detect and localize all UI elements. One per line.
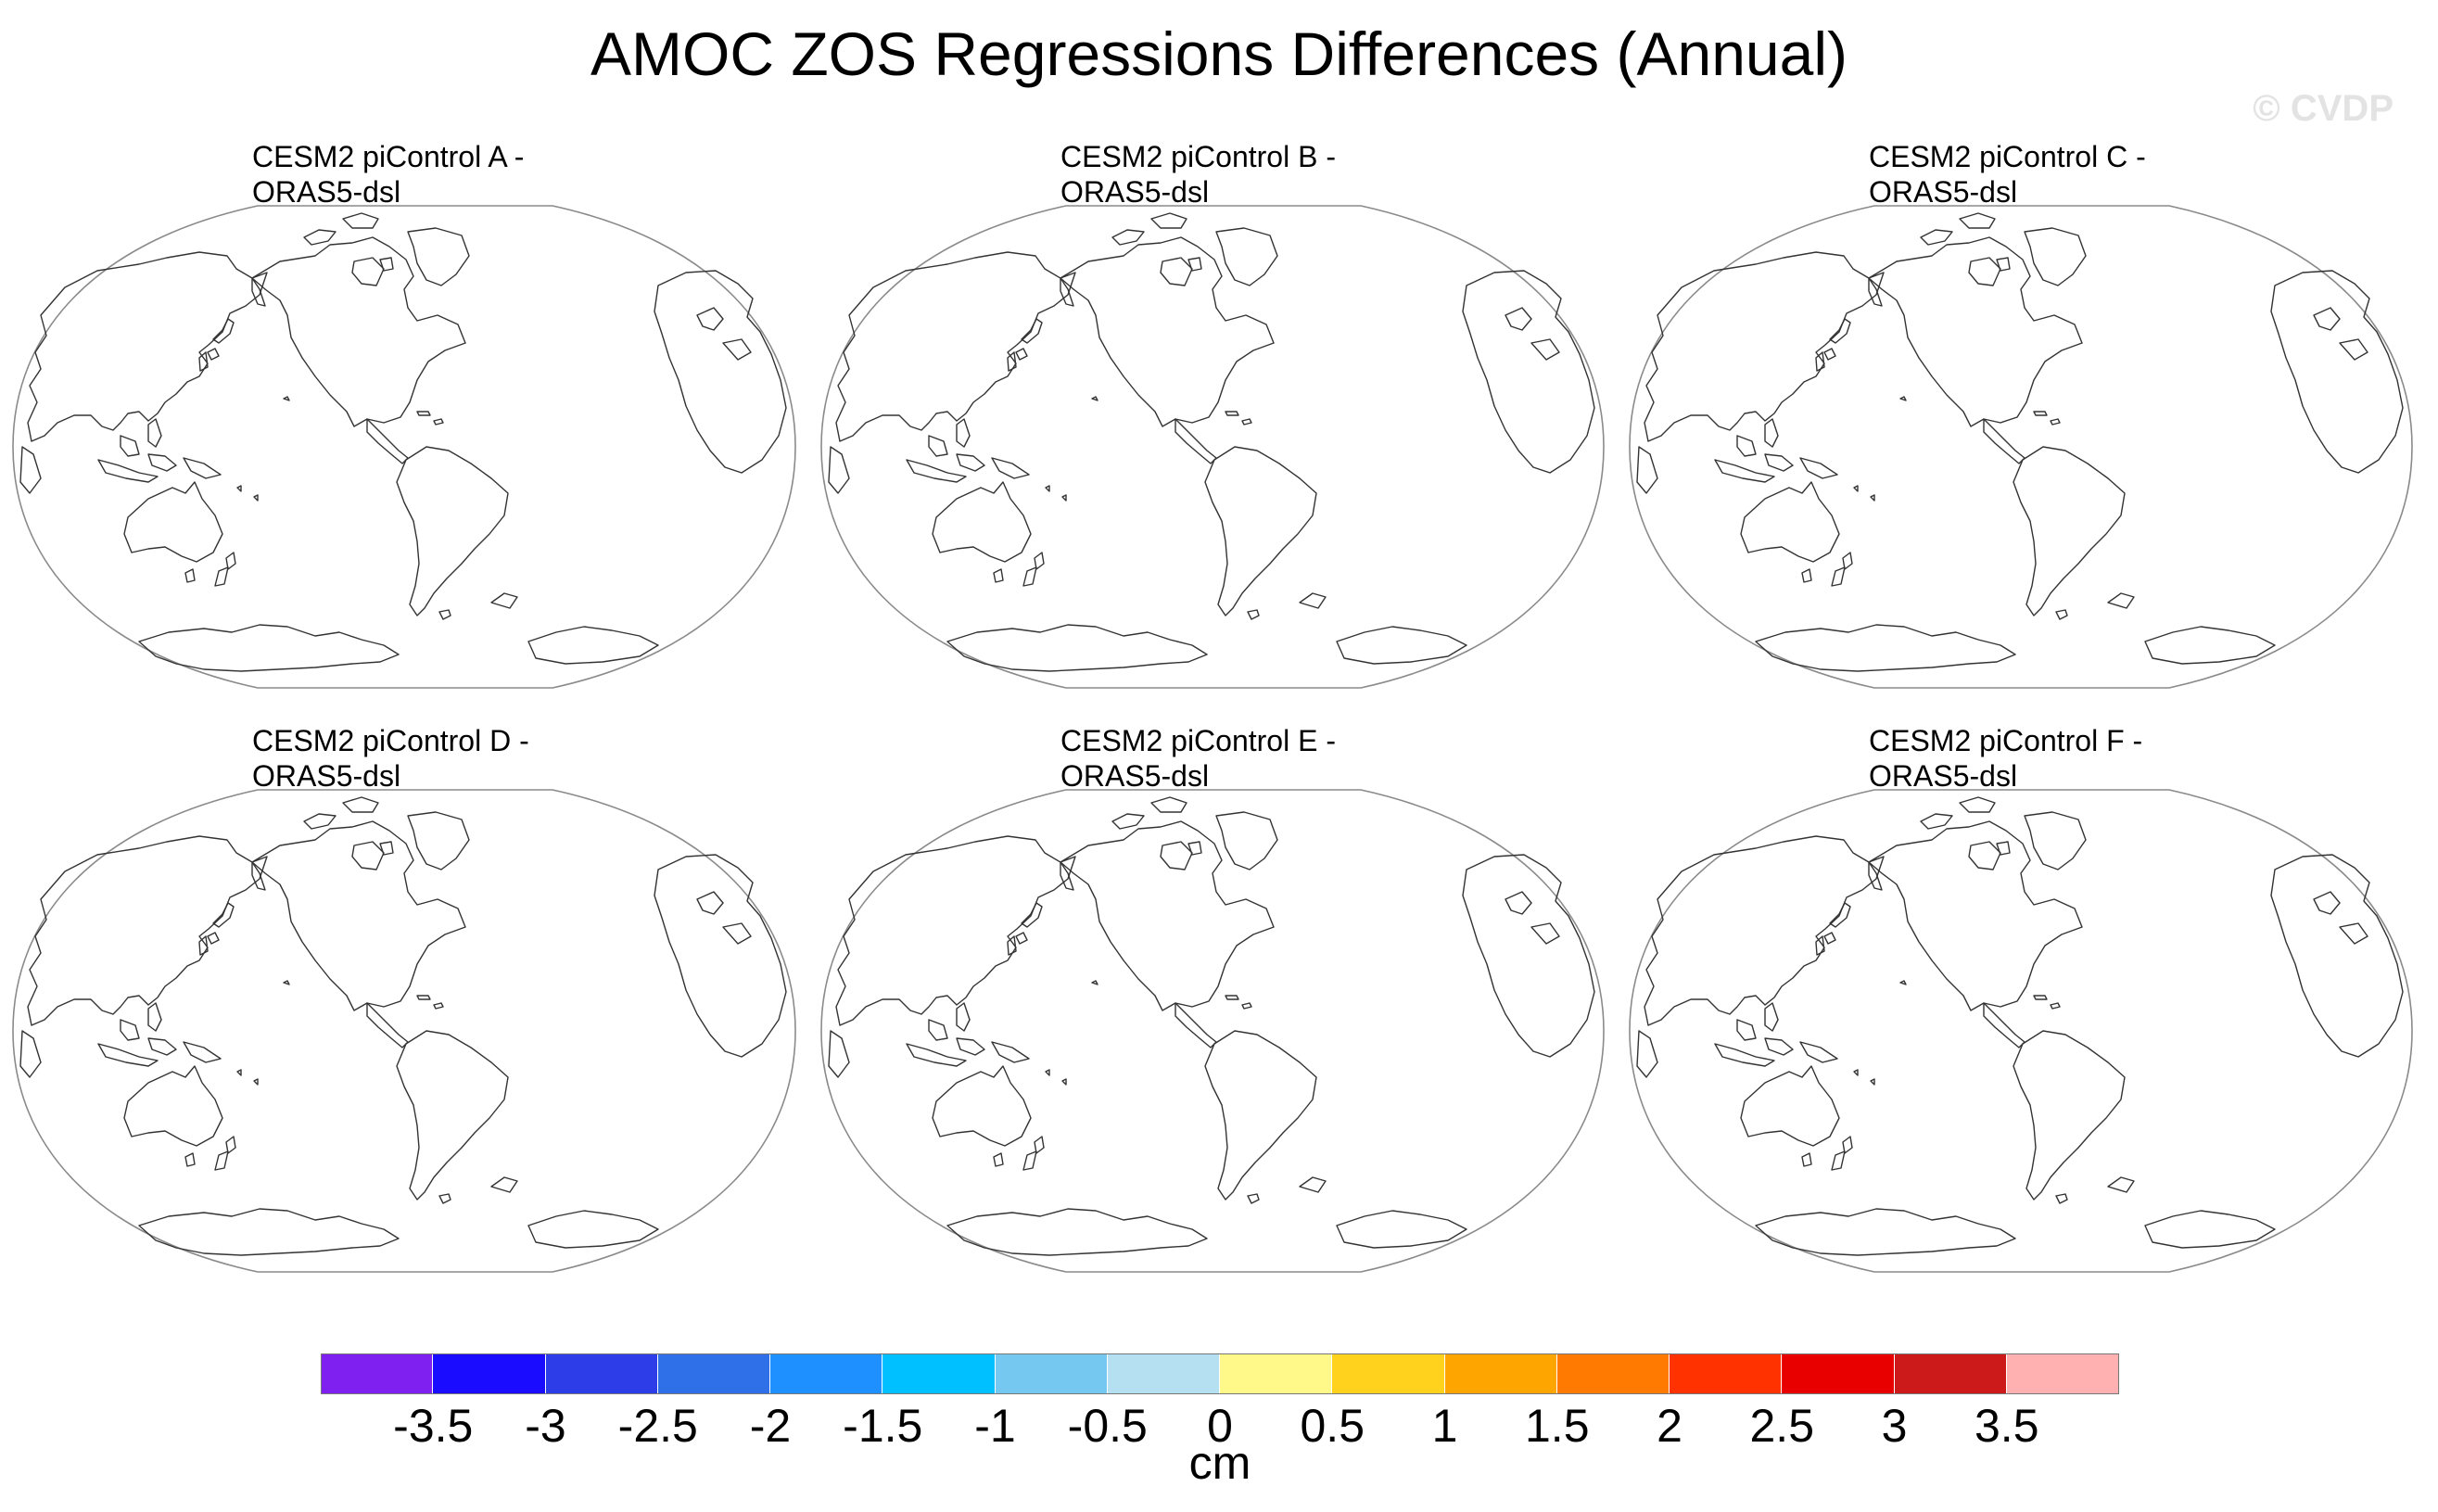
colorbar-tick-label: 2.5 [1749,1400,1815,1452]
colorbar-box [1782,1353,1895,1394]
colorbar-tick-label: -1.5 [843,1400,923,1452]
colorbar-tick-label: 1 [1431,1400,1458,1452]
panel-label: CESM2 piControl E - ORAS5-dsl [1060,724,1336,793]
map-panel-d: CESM2 piControl D - ORAS5-dsl [9,723,799,1273]
colorbar-tick-label: 3 [1881,1400,1908,1452]
panel-label: CESM2 piControl A - ORAS5-dsl [252,140,525,209]
colorbar-box [2006,1353,2119,1394]
figure-title: AMOC ZOS Regressions Differences (Annual… [590,19,1848,88]
colorbar-box [1444,1353,1557,1394]
panel-label: CESM2 piControl F - ORAS5-dsl [1869,724,2143,793]
map-panel-c: CESM2 piControl C - ORAS5-dsl [1626,139,2416,689]
colorbar-box [995,1353,1108,1394]
colorbar-tick-label: 0.5 [1300,1400,1365,1452]
world-map [1629,789,2413,1273]
panel-label: CESM2 piControl D - ORAS5-dsl [252,724,529,793]
colorbar-unit: cm [1188,1437,1251,1489]
colorbar-box [433,1353,546,1394]
colorbar-tick-label: -1 [974,1400,1016,1452]
map-panel-b: CESM2 piControl B - ORAS5-dsl [818,139,1607,689]
colorbar-box [1107,1353,1220,1394]
colorbar-box [1332,1353,1445,1394]
map-panel-f: CESM2 piControl F - ORAS5-dsl [1626,723,2416,1273]
colorbar-tick-label: 0 [1207,1400,1233,1452]
panel-label: CESM2 piControl C - ORAS5-dsl [1869,140,2146,209]
colorbar-tick-label: -2 [749,1400,792,1452]
colorbar-box [1670,1353,1783,1394]
world-map [12,205,796,689]
colorbar-tick-label: -0.5 [1067,1400,1148,1452]
colorbar-tick-label: -2.5 [617,1400,698,1452]
colorbar-tick-label: 3.5 [1974,1400,2039,1452]
colorbar-box [883,1353,996,1394]
colorbar-tick-label: 1.5 [1524,1400,1590,1452]
cvdp-watermark: © CVDP [2253,88,2394,129]
colorbar-box [1556,1353,1670,1394]
world-map [1629,205,2413,689]
world-map [820,205,1605,689]
colorbar-box [545,1353,658,1394]
colorbar-tick-label: -3 [525,1400,566,1452]
colorbar-box [657,1353,770,1394]
colorbar-box [321,1353,434,1394]
colorbar [321,1353,2119,1396]
map-panel-e: CESM2 piControl E - ORAS5-dsl [818,723,1607,1273]
map-panel-a: CESM2 piControl A - ORAS5-dsl [9,139,799,689]
colorbar-box [1894,1353,2007,1394]
world-map [12,789,796,1273]
colorbar-box [770,1353,883,1394]
colorbar-tick-label: -3.5 [393,1400,474,1452]
panel-label: CESM2 piControl B - ORAS5-dsl [1060,140,1336,209]
colorbar-box [1220,1353,1333,1394]
world-map [820,789,1605,1273]
colorbar-tick-label: 2 [1657,1400,1682,1452]
